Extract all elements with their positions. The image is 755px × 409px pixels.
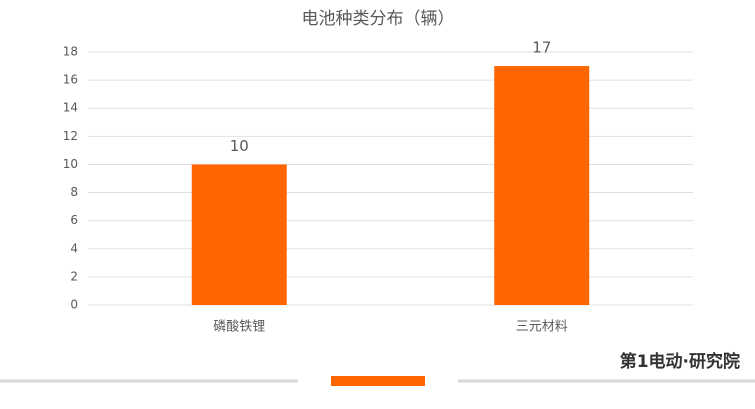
y-tick-label: 6: [70, 213, 78, 227]
y-tick-label: 4: [70, 241, 78, 255]
y-tick-label: 16: [63, 73, 78, 87]
y-tick-label: 0: [70, 298, 78, 312]
y-tick-label: 12: [63, 129, 78, 143]
x-tick-label: 磷酸铁锂: [213, 320, 265, 335]
y-tick-label: 18: [63, 45, 78, 59]
decor-bar: [331, 376, 425, 386]
bar: [494, 66, 590, 305]
y-tick-label: 8: [70, 185, 78, 199]
y-tick-label: 14: [63, 101, 78, 115]
x-tick-label: 三元材料: [516, 320, 568, 335]
data-label: 10: [230, 137, 249, 155]
y-tick-label: 10: [63, 157, 78, 171]
data-label: 17: [532, 39, 551, 57]
brand: 第1电动·研究院: [620, 351, 740, 372]
y-tick-label: 2: [70, 269, 78, 283]
chart-title: 电池种类分布（辆）: [302, 9, 455, 29]
bar: [191, 164, 287, 305]
